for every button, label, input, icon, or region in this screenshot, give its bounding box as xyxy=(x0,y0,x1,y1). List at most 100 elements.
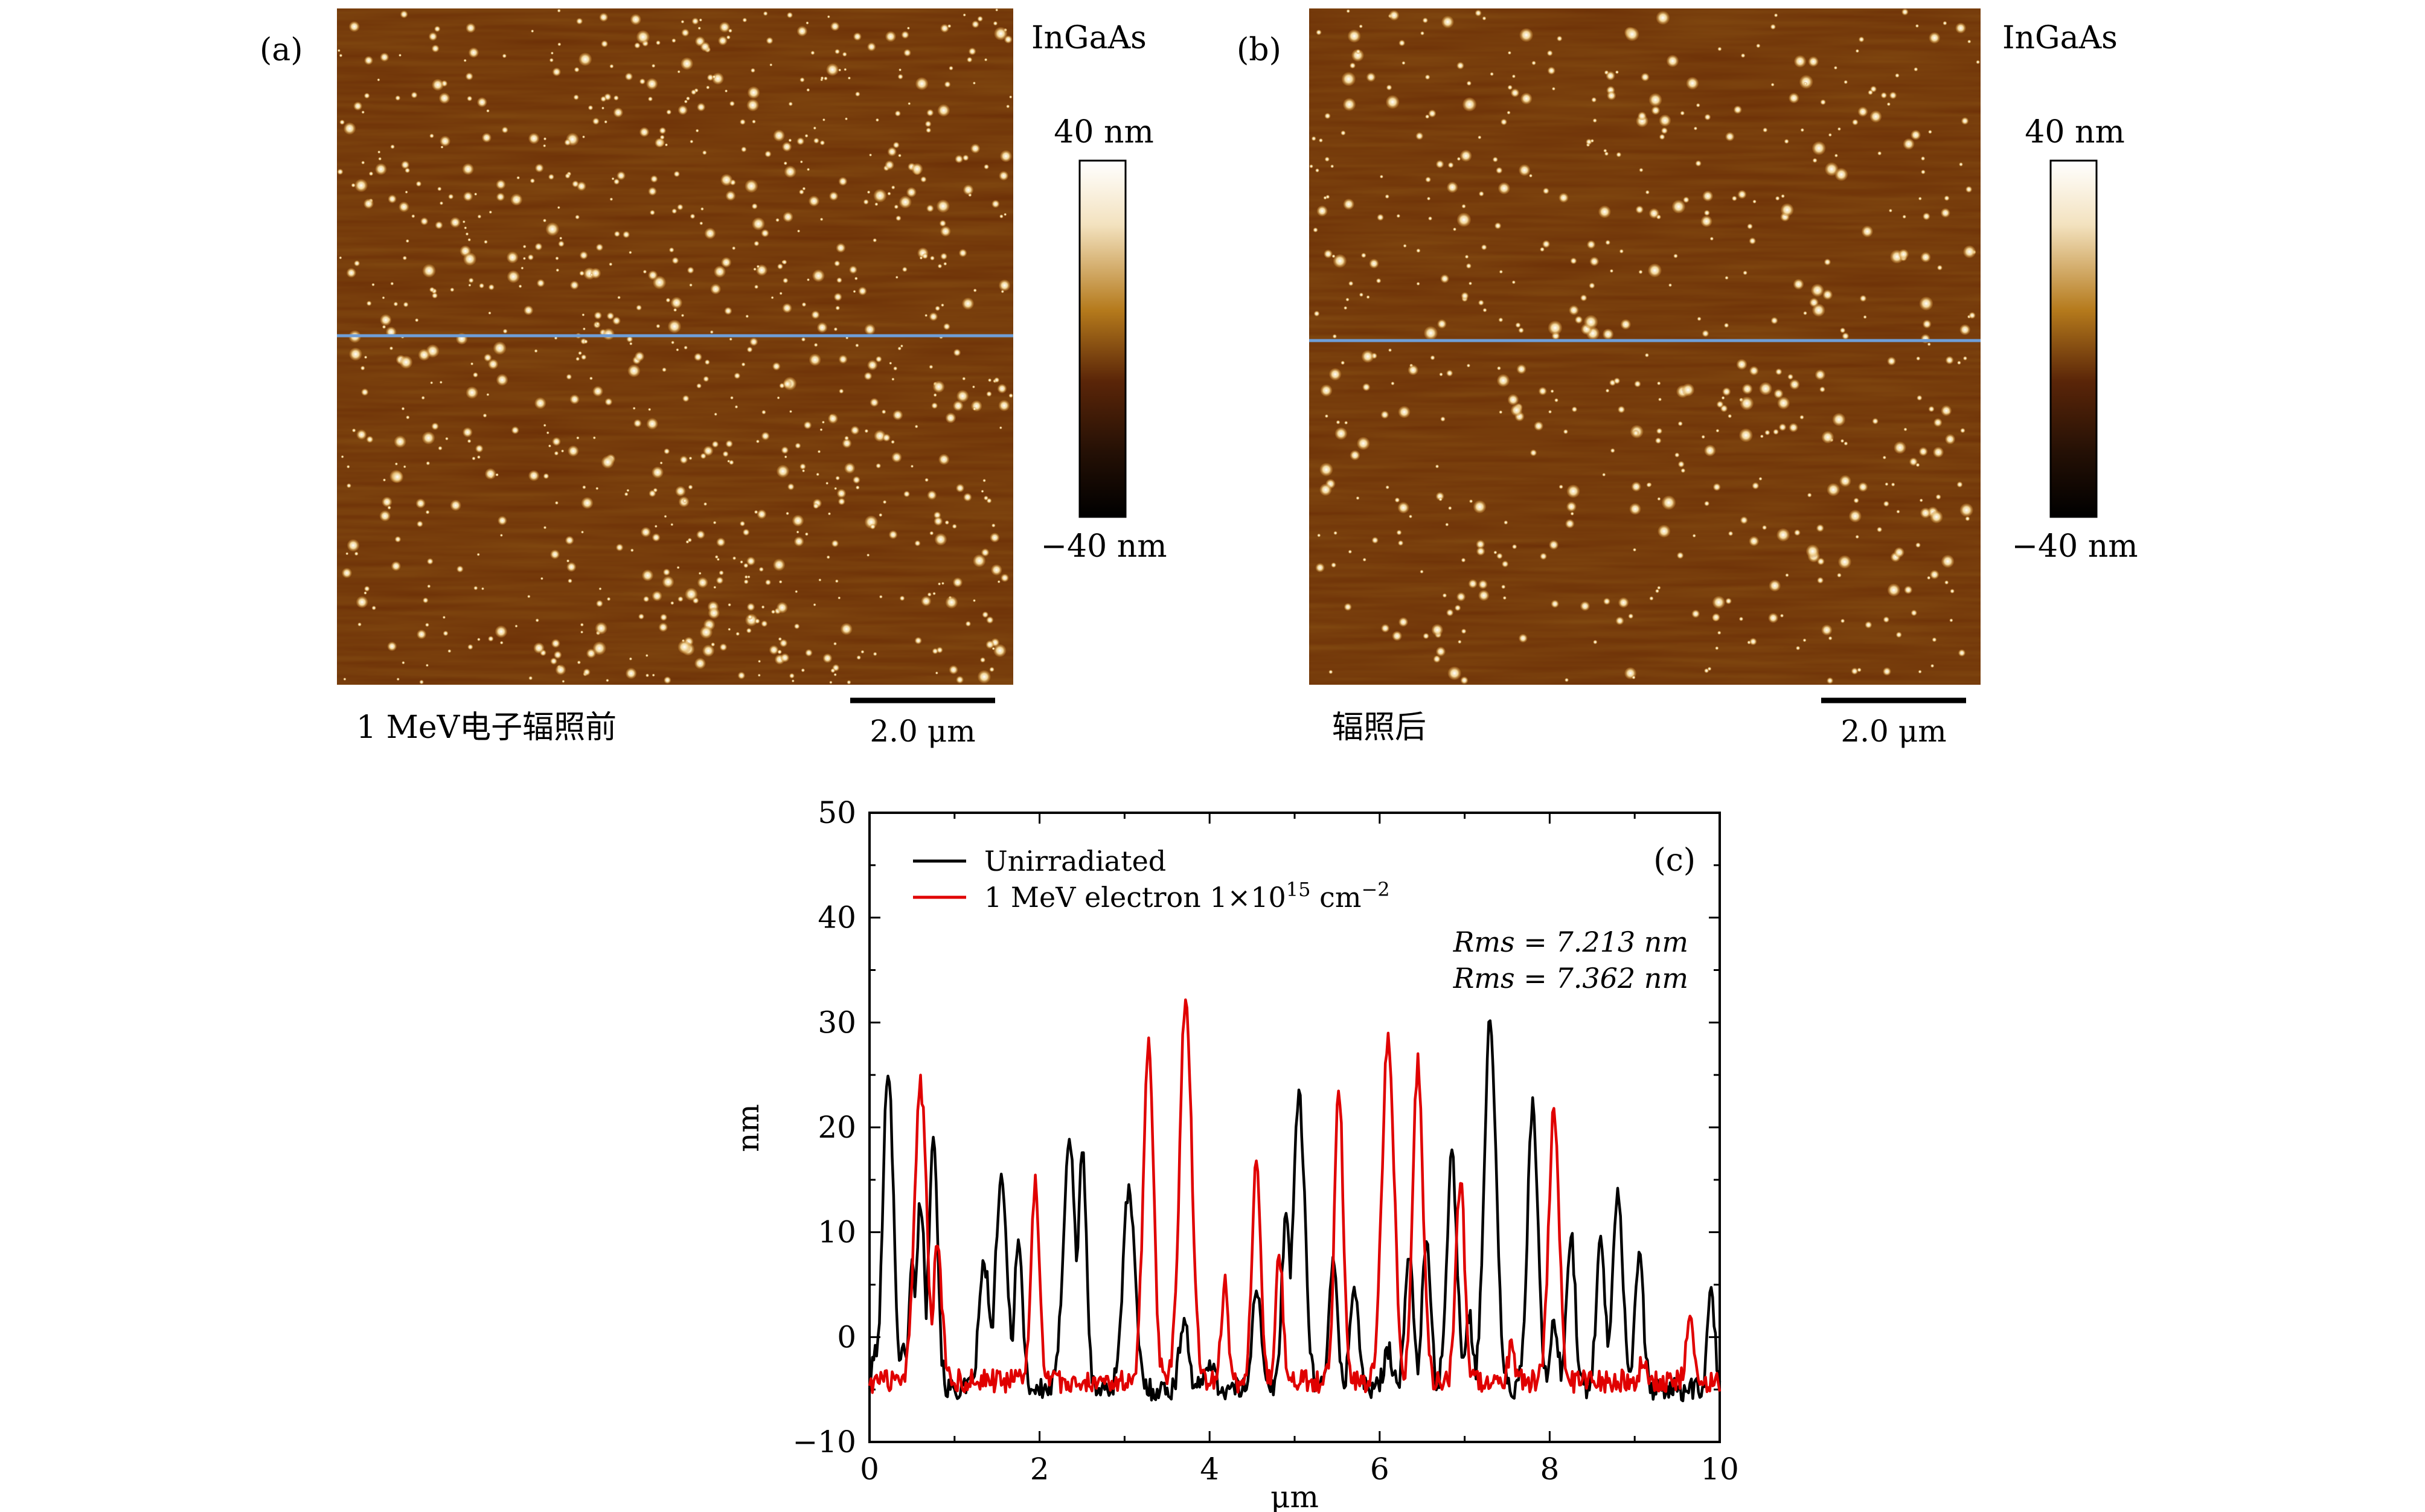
afm-grain xyxy=(545,222,559,236)
afm-grain xyxy=(1356,49,1361,54)
afm-grain xyxy=(557,206,560,210)
afm-grain xyxy=(741,362,746,367)
afm-grain xyxy=(665,298,671,303)
afm-grain xyxy=(688,484,693,490)
afm-grain xyxy=(1402,61,1406,65)
afm-grain xyxy=(427,558,434,565)
afm-grain xyxy=(364,92,370,99)
afm-grain xyxy=(1315,168,1319,173)
afm-grain xyxy=(432,292,438,299)
afm-grain xyxy=(999,426,1002,429)
afm-grain xyxy=(671,38,676,43)
afm-grain xyxy=(816,322,828,333)
afm-grain xyxy=(1543,187,1549,194)
afm-grain xyxy=(1855,534,1859,539)
afm-grain xyxy=(629,342,633,345)
afm-grain xyxy=(1770,83,1775,87)
afm-grain xyxy=(1379,175,1383,179)
afm-grain xyxy=(1770,317,1778,324)
afm-grain xyxy=(813,126,817,130)
afm-grain xyxy=(462,163,474,175)
afm-grain xyxy=(1362,557,1366,562)
afm-grain xyxy=(604,398,613,406)
afm-grain xyxy=(1752,199,1757,203)
afm-dots-b xyxy=(1309,8,1980,685)
afm-grain xyxy=(1570,257,1577,264)
afm-grain xyxy=(1558,484,1563,489)
afm-grain xyxy=(751,203,758,210)
afm-grain xyxy=(867,190,871,194)
afm-grain xyxy=(953,348,961,357)
afm-grain xyxy=(728,627,731,631)
afm-grain xyxy=(1557,36,1563,42)
afm-grain xyxy=(361,111,365,114)
afm-grain xyxy=(429,287,435,293)
afm-grain xyxy=(673,171,680,178)
afm-grain xyxy=(1885,482,1889,486)
afm-grain xyxy=(402,255,407,260)
afm-grain xyxy=(590,267,601,279)
afm-grain xyxy=(1440,416,1446,422)
afm-grain xyxy=(473,586,478,591)
afm-grain xyxy=(935,671,938,674)
afm-grain xyxy=(1868,89,1873,95)
afm-grain xyxy=(648,187,657,196)
afm-grain xyxy=(1498,317,1504,322)
afm-grain xyxy=(1781,194,1785,198)
afm-grain xyxy=(1593,639,1598,644)
afm-grain xyxy=(1957,360,1961,365)
afm-grain xyxy=(807,168,810,171)
afm-grain xyxy=(769,645,779,655)
afm-grain xyxy=(754,284,759,289)
afm-grain xyxy=(1967,39,1972,43)
afm-grain xyxy=(1519,164,1531,176)
afm-grain xyxy=(835,476,840,481)
rms-annotation-1: Rms = 7.213 nm xyxy=(1453,926,1688,958)
afm-grain xyxy=(1933,447,1944,458)
afm-grain xyxy=(1423,633,1429,639)
afm-grain xyxy=(1530,449,1537,456)
afm-grain xyxy=(403,301,409,307)
afm-grain xyxy=(937,104,950,117)
afm-grain xyxy=(1848,510,1862,523)
afm-grain xyxy=(789,673,795,679)
afm-grain xyxy=(1920,252,1931,263)
afm-grain xyxy=(1712,613,1720,621)
afm-grain xyxy=(941,303,944,307)
afm-grain xyxy=(442,615,446,619)
afm-grain xyxy=(484,240,488,244)
afm-grain xyxy=(548,444,552,448)
afm-grain xyxy=(417,629,426,639)
afm-grain xyxy=(1768,613,1778,623)
afm-grain xyxy=(390,144,395,149)
afm-grain xyxy=(578,351,582,356)
afm-grain xyxy=(518,284,522,288)
afm-grain xyxy=(924,478,929,482)
afm-grain xyxy=(850,426,860,435)
afm-grain xyxy=(761,605,765,609)
afm-grain xyxy=(991,200,1000,208)
afm-grain xyxy=(658,623,668,632)
afm-grain xyxy=(945,596,958,609)
afm-grain xyxy=(1320,384,1333,397)
material-label-b: InGaAs xyxy=(2002,20,2118,56)
afm-grain xyxy=(624,492,629,496)
afm-grain xyxy=(929,312,938,321)
afm-grain xyxy=(679,455,688,464)
afm-grain xyxy=(825,481,829,485)
afm-grain xyxy=(967,57,973,63)
afm-grain xyxy=(364,355,368,359)
afm-grain xyxy=(337,168,344,175)
afm-grain xyxy=(598,587,602,591)
afm-grain xyxy=(399,356,413,369)
afm-grain xyxy=(855,343,859,348)
afm-grain xyxy=(1313,310,1320,317)
afm-grain xyxy=(357,622,362,627)
afm-grain xyxy=(1478,300,1484,306)
afm-grain xyxy=(353,101,362,111)
afm-grain xyxy=(932,592,936,595)
afm-grain xyxy=(1502,560,1509,568)
afm-grain xyxy=(1740,516,1748,524)
afm-grain xyxy=(786,511,789,516)
afm-grain xyxy=(1648,93,1662,107)
